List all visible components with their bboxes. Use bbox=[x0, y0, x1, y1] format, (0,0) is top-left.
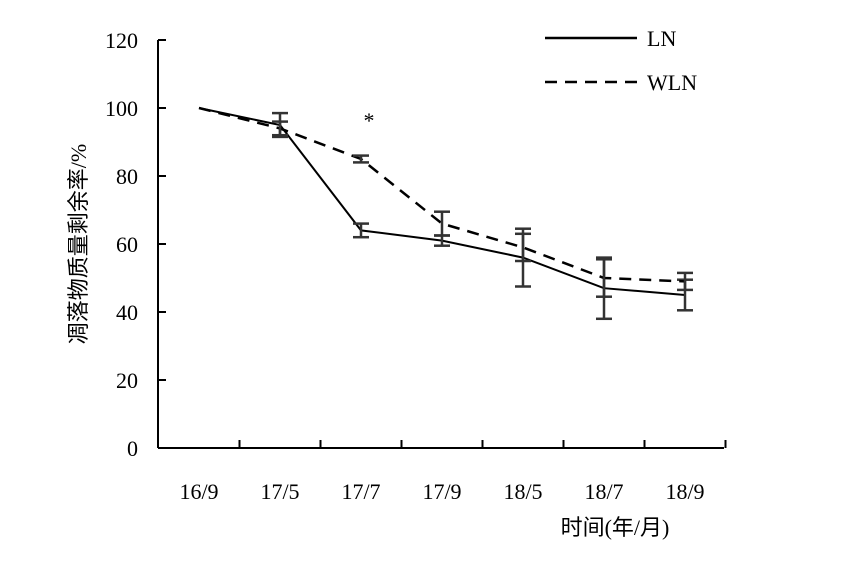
legend: LN WLN bbox=[545, 26, 697, 95]
series-line-wln bbox=[198, 106, 686, 283]
error-bar bbox=[596, 258, 612, 298]
error-bar bbox=[677, 271, 693, 292]
error-bar bbox=[272, 120, 288, 137]
y-tick-label: 0 bbox=[127, 436, 138, 461]
x-ticks: 16/9 17/5 17/7 17/9 18/5 18/7 18/9 bbox=[179, 440, 727, 504]
legend-label-ln: LN bbox=[647, 26, 676, 51]
y-tick-label: 60 bbox=[116, 232, 138, 257]
y-ticks: 0 20 40 60 80 100 120 bbox=[105, 28, 166, 461]
x-tick-label: 18/9 bbox=[665, 479, 704, 504]
series-ln bbox=[198, 107, 693, 321]
x-tick-label: 18/7 bbox=[584, 479, 623, 504]
error-bar bbox=[353, 222, 369, 239]
y-axis-title: 凋落物质量剩余率/% bbox=[66, 144, 91, 344]
series-line-ln bbox=[198, 107, 686, 296]
x-tick-label: 17/9 bbox=[422, 479, 461, 504]
y-axis: 0 20 40 60 80 100 120 凋落物质量剩余率/% bbox=[66, 28, 166, 461]
x-tick-label: 18/5 bbox=[503, 479, 542, 504]
x-tick-label: 16/9 bbox=[179, 479, 218, 504]
significance-marker: * bbox=[364, 108, 375, 133]
series-layer bbox=[198, 106, 693, 321]
y-tick-label: 80 bbox=[116, 164, 138, 189]
annotations: * bbox=[364, 108, 375, 133]
y-tick-label: 120 bbox=[105, 28, 138, 53]
error-bar bbox=[434, 210, 450, 237]
y-tick-label: 40 bbox=[116, 300, 138, 325]
error-bar bbox=[515, 232, 531, 263]
x-tick-label: 17/5 bbox=[260, 479, 299, 504]
x-axis-title: 时间(年/月) bbox=[561, 515, 670, 540]
x-axis: 16/9 17/5 17/7 17/9 18/5 18/7 18/9 时间(年/月) bbox=[158, 440, 727, 540]
x-tick-label: 17/7 bbox=[341, 479, 380, 504]
series-wln bbox=[198, 106, 693, 298]
error-bar bbox=[353, 154, 369, 164]
legend-label-wln: WLN bbox=[647, 70, 697, 95]
y-tick-label: 20 bbox=[116, 368, 138, 393]
y-tick-label: 100 bbox=[105, 96, 138, 121]
